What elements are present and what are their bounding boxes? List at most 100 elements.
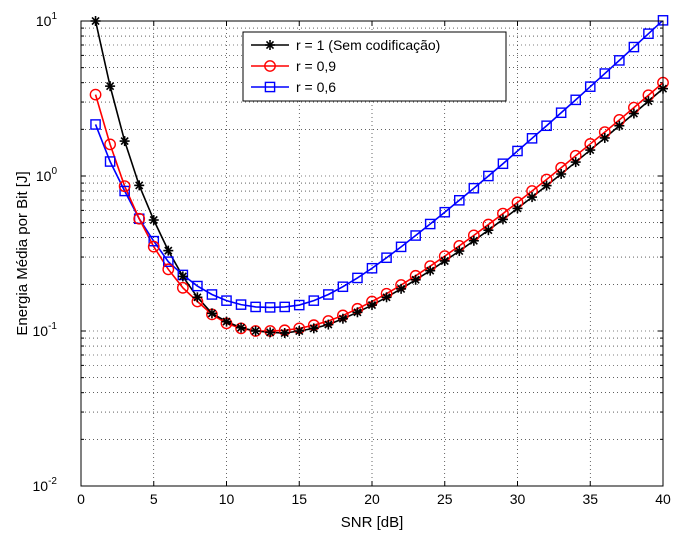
- data-point-asterisk: [439, 255, 450, 266]
- data-point-asterisk: [497, 214, 508, 225]
- data-point-square: [410, 230, 421, 241]
- data-point-circle: [147, 240, 160, 253]
- data-point-square: [599, 68, 611, 79]
- data-point-asterisk: [148, 215, 159, 226]
- data-point-square: [497, 158, 509, 170]
- legend-entry-label: r = 1 (Sem codificação): [296, 37, 440, 53]
- data-point-circle: [176, 281, 189, 294]
- data-point-square: [323, 289, 334, 300]
- plot-frame: [80, 20, 664, 487]
- series-line: [94, 21, 663, 309]
- data-point-asterisk: [265, 327, 276, 338]
- data-point-asterisk: [585, 145, 596, 156]
- data-point-asterisk: [643, 96, 654, 107]
- data-point-square: [221, 295, 232, 306]
- data-point-square: [119, 185, 130, 197]
- data-point-square: [337, 281, 349, 293]
- data-point-asterisk: [425, 265, 436, 276]
- data-point-asterisk: [206, 308, 217, 319]
- data-point-asterisk: [527, 192, 538, 203]
- x-tick-label: 40: [655, 491, 671, 507]
- data-point-asterisk: [599, 132, 610, 143]
- data-point-square: [483, 170, 494, 182]
- series-line: [94, 21, 663, 334]
- data-point-square: [192, 280, 203, 292]
- data-point-circle: [89, 88, 102, 101]
- data-point-square: [395, 241, 407, 253]
- data-point-square: [628, 41, 640, 53]
- legend: r = 1 (Sem codificação) r = 0,9 r = 0,6: [242, 31, 507, 102]
- data-point-asterisk: [163, 245, 174, 256]
- y-axis-label: Energia Média por Bit [J]: [14, 171, 31, 335]
- data-point-square: [584, 81, 596, 92]
- data-point-square: [264, 81, 276, 93]
- data-point-square: [439, 206, 451, 218]
- data-point-asterisk: [308, 323, 319, 334]
- data-point-asterisk: [236, 322, 247, 333]
- data-point-square: [162, 256, 174, 267]
- data-point-square: [643, 28, 654, 40]
- data-point-square: [526, 133, 538, 144]
- data-point-circle: [264, 60, 276, 72]
- data-point-asterisk: [396, 283, 407, 294]
- data-point-asterisk: [250, 326, 261, 336]
- data-point-square: [352, 272, 363, 284]
- grid: [81, 21, 663, 486]
- legend-entry-label: r = 0,9: [296, 58, 336, 74]
- data-point-square: [90, 119, 101, 130]
- data-point-asterisk: [294, 326, 305, 336]
- data-point-circle: [104, 138, 117, 151]
- y-tick-label: 100: [36, 166, 58, 184]
- data-point-circle: [118, 180, 131, 193]
- data-point-square: [308, 295, 320, 306]
- series-line: [94, 82, 663, 332]
- data-point-circle: [133, 212, 146, 225]
- data-point-asterisk: [323, 319, 334, 330]
- data-point-asterisk: [119, 136, 130, 147]
- data-point-asterisk: [541, 180, 552, 191]
- data-point-square: [250, 301, 261, 313]
- y-tick-label: 101: [36, 11, 58, 29]
- data-point-asterisk: [337, 313, 348, 324]
- tick-labels: 0 5 10 15 20 25 30 35 40 10-2 10-1 100 101: [33, 11, 671, 507]
- x-tick-label: 20: [364, 491, 380, 507]
- data-point-square: [264, 302, 276, 313]
- data-point-asterisk: [556, 169, 567, 180]
- data-point-asterisk: [192, 292, 203, 303]
- data-point-asterisk: [454, 246, 465, 257]
- data-point-circle: [162, 263, 175, 276]
- data-point-square: [206, 289, 218, 300]
- legend-entry-label: r = 0,6: [296, 79, 336, 95]
- data-point-asterisk: [512, 203, 523, 214]
- x-tick-label: 5: [150, 491, 158, 507]
- data-point-asterisk: [221, 316, 232, 327]
- data-point-square: [381, 252, 392, 264]
- data-point-asterisk: [352, 307, 363, 318]
- data-point-square: [293, 299, 305, 311]
- data-point-circle: [249, 325, 262, 337]
- x-tick-label: 0: [77, 491, 85, 507]
- data-point-square: [570, 94, 581, 106]
- x-axis-label: SNR [dB]: [341, 514, 404, 531]
- x-tick-label: 10: [219, 491, 235, 507]
- data-point-asterisk: [265, 40, 275, 50]
- data-point-asterisk: [134, 180, 145, 191]
- series-group: [94, 21, 663, 334]
- data-point-square: [555, 107, 567, 119]
- data-point-square: [104, 156, 116, 167]
- data-point-square: [512, 145, 523, 157]
- data-point-asterisk: [105, 81, 116, 92]
- data-point-square: [424, 218, 436, 230]
- data-point-asterisk: [177, 271, 188, 282]
- data-point-asterisk: [468, 235, 479, 246]
- data-point-square: [366, 262, 378, 274]
- y-tick-label: 10-1: [33, 321, 58, 339]
- x-tick-label: 25: [437, 491, 453, 507]
- data-point-square: [614, 55, 625, 66]
- data-point-asterisk: [410, 274, 421, 285]
- x-tick-label: 30: [510, 491, 526, 507]
- x-tick-label: 35: [582, 491, 598, 507]
- data-point-square: [148, 235, 160, 247]
- data-point-asterisk: [614, 120, 625, 131]
